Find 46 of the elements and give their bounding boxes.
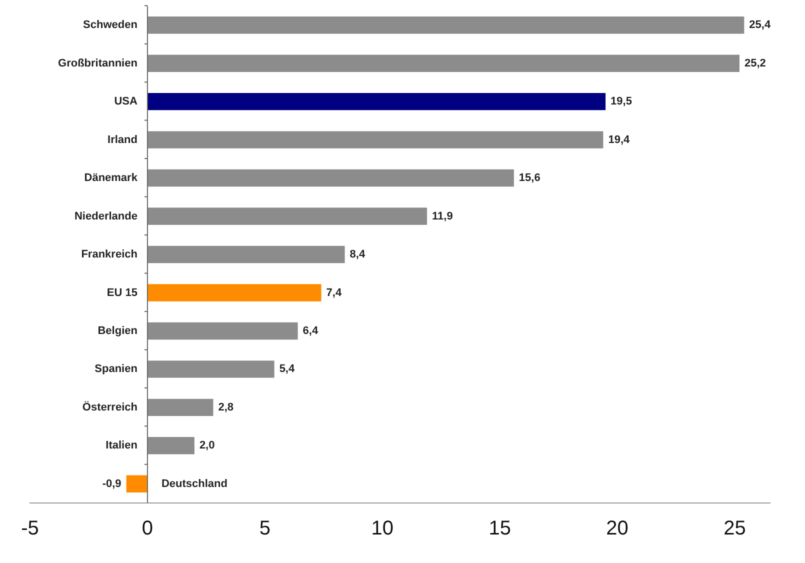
y-tick-label: Großbritannien <box>58 57 138 70</box>
bar <box>126 475 148 492</box>
data-label: 19,5 <box>610 96 632 108</box>
data-label: -0,9 <box>102 478 122 490</box>
bar <box>147 246 345 264</box>
bar <box>147 284 322 302</box>
data-label: 8,4 <box>350 248 366 261</box>
x-tick-label: 5 <box>259 518 270 540</box>
data-label: 2,8 <box>218 401 234 414</box>
x-tick-label: 20 <box>606 518 628 540</box>
y-tick-label: Schweden <box>83 19 138 32</box>
data-label: 19,4 <box>608 134 630 146</box>
x-tick-label: 25 <box>724 518 746 540</box>
data-label: 25,4 <box>749 19 772 32</box>
bar <box>147 169 514 187</box>
bar <box>147 54 740 72</box>
y-tick-label: EU 15 <box>106 286 138 299</box>
data-label: 5,4 <box>279 363 296 376</box>
data-label: 2,0 <box>199 440 215 452</box>
bar <box>147 16 744 34</box>
bar <box>147 398 214 416</box>
data-label: 11,9 <box>432 210 453 222</box>
bar <box>147 360 274 378</box>
y-tick-label: Frankreich <box>81 248 138 261</box>
bar <box>147 131 604 148</box>
y-tick-label: USA <box>114 96 138 108</box>
x-tick-label: 15 <box>488 518 511 540</box>
y-tick-label: Belgien <box>98 324 138 337</box>
data-label: 6,4 <box>302 324 319 337</box>
y-tick-label: Irland <box>108 134 138 146</box>
bar <box>147 437 194 454</box>
y-tick-label: Italien <box>106 440 138 452</box>
y-tick-label: Deutschland <box>161 478 228 490</box>
y-tick-label: Niederlande <box>74 210 138 222</box>
data-label: 15,6 <box>518 172 540 184</box>
x-tick-label: 10 <box>371 518 394 540</box>
data-label: 7,4 <box>326 286 342 299</box>
x-tick-label: 0 <box>142 518 154 540</box>
bar <box>147 92 606 110</box>
y-tick-label: Österreich <box>82 400 138 414</box>
bar <box>147 208 428 225</box>
data-label: 25,2 <box>744 57 766 70</box>
y-tick-label: Dänemark <box>84 172 138 184</box>
bar <box>147 322 298 340</box>
x-tick-label: -5 <box>21 518 39 540</box>
y-tick-label: Spanien <box>94 363 138 376</box>
